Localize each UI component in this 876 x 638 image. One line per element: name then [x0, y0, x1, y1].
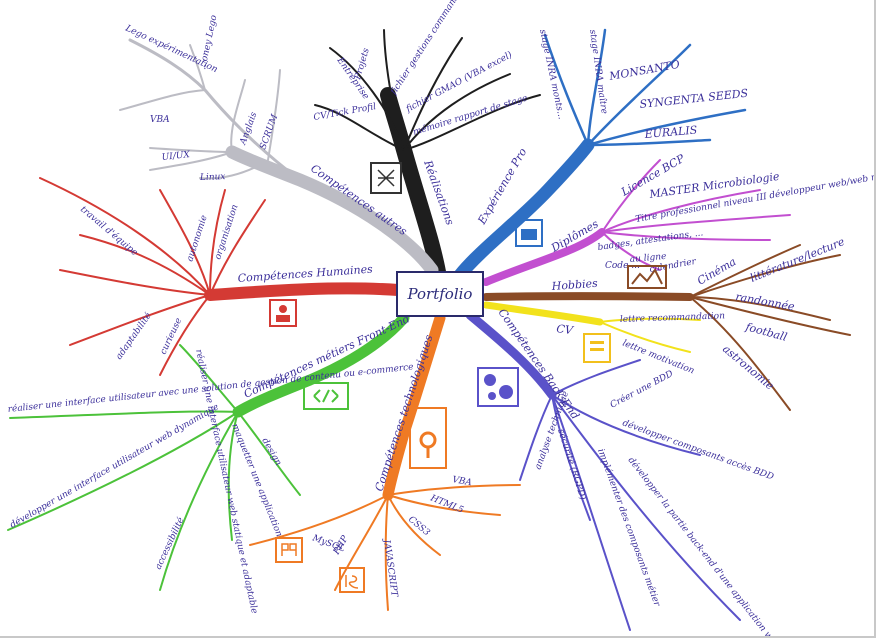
leaf-badges: badges, attestations, ...: [597, 228, 704, 253]
icon-competences-front: [303, 382, 349, 410]
label-hobbies: Hobbies: [550, 277, 598, 293]
branch-experience-pro: [453, 28, 747, 282]
leaf-scrum: SCRUM: [258, 112, 280, 151]
center-title: Portfolio: [407, 285, 473, 303]
leaf-football: football: [743, 320, 789, 344]
leaf-back-end-app: développer la partie back-end d'une appl…: [626, 455, 810, 638]
branch-diplomes: [482, 159, 791, 286]
leaf-adaptabilite: adaptabilité: [113, 310, 154, 362]
leaf-linux: Linux: [199, 172, 226, 183]
leaf-accessibilite: accessibilité: [153, 515, 187, 571]
leaf-organisation: organisation: [213, 203, 240, 261]
branch-cv: [482, 301, 701, 353]
leaf-vba-autres: VBA: [150, 115, 170, 125]
center-node: Portfolio: [396, 271, 484, 317]
leaf-fichier-commandes: fichier gestions commandes (Excel): [388, 0, 486, 97]
leaf-litterature: littérature/lecture: [748, 235, 847, 285]
leaf-inra-1: stage INRA monts...: [537, 29, 566, 121]
label-cv: CV: [556, 322, 575, 337]
icon-realisations: [370, 162, 402, 194]
leaf-creer-bdd: Créer une BDD: [608, 368, 675, 411]
leaf-inra-2: stage INRA maître: [587, 29, 610, 115]
branch-competences-humaines: [39, 177, 404, 376]
leaf-monsanto: MONSANTO: [607, 58, 681, 83]
branch-competences-back: [465, 310, 741, 631]
label-competences-autres: Compétences autres: [308, 162, 409, 238]
leaf-code: Code ...: [605, 261, 640, 271]
label-competences-humaines: Compétences Humaines: [237, 263, 373, 285]
leaf-lettre-recommandation: lettre recommandation: [620, 311, 726, 325]
icon-hobbies: [627, 265, 667, 289]
branch-competences-techno: [249, 312, 521, 611]
branch-competences-front: [7, 312, 410, 591]
branch-competences-autres: [119, 38, 439, 277]
leaf-autonomie: autonomie: [185, 214, 209, 263]
leaf-composants-metier: implémenter des composants métier: [595, 447, 663, 608]
icon-php: [275, 537, 303, 563]
icon-competences-back: [477, 367, 519, 407]
leaf-javascript: JAVASCRIPT: [381, 537, 399, 598]
icon-js: [339, 567, 365, 593]
leaf-html5: HTML5: [428, 493, 465, 516]
leaf-syngenta: SYNGENTA SEEDS: [639, 87, 749, 111]
leaf-vba-techno: VBA: [451, 475, 473, 488]
leaf-travail-equipe: travail d'équipe: [78, 204, 140, 258]
leaf-euralis: EURALIS: [643, 123, 698, 141]
leaf-au-ligne: au ligne: [629, 252, 666, 265]
leaf-lego-2: ...oney Lego: [198, 14, 219, 71]
leaf-php: PHP: [331, 533, 351, 557]
branch-hobbies: [482, 244, 851, 411]
leaf-ui-ux: UI/UX: [161, 150, 191, 163]
leaf-cv-tick-profil: CV/Tick Profil: [313, 102, 377, 123]
icon-experience-pro: [515, 219, 543, 247]
branch-realisations: [314, 29, 541, 280]
leaf-astronomie: astronomie: [720, 342, 777, 393]
icon-competences-techno: [409, 407, 447, 469]
leaf-design: design: [259, 437, 283, 468]
icon-cv: [583, 333, 611, 363]
icon-competences-humaines: [269, 299, 297, 327]
